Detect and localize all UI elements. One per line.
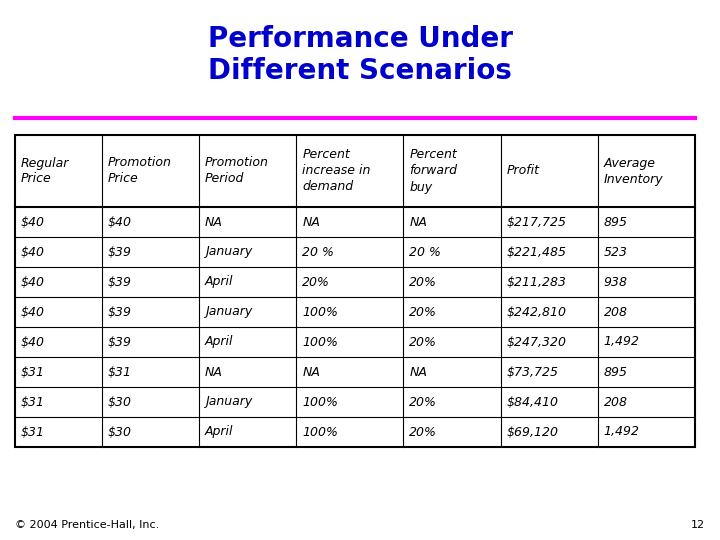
Text: 20 %: 20 % xyxy=(409,246,441,259)
Text: $247,320: $247,320 xyxy=(506,335,567,348)
Text: Performance Under
Different Scenarios: Performance Under Different Scenarios xyxy=(207,25,513,85)
Text: $39: $39 xyxy=(108,275,132,288)
Text: $40: $40 xyxy=(21,335,45,348)
Text: 20%: 20% xyxy=(409,426,437,438)
Text: NA: NA xyxy=(409,215,427,228)
Text: © 2004 Prentice-Hall, Inc.: © 2004 Prentice-Hall, Inc. xyxy=(15,520,159,530)
Text: 208: 208 xyxy=(604,306,628,319)
Text: 100%: 100% xyxy=(302,395,338,408)
Text: $31: $31 xyxy=(21,426,45,438)
Text: $39: $39 xyxy=(108,306,132,319)
Text: April: April xyxy=(205,275,233,288)
Text: 20%: 20% xyxy=(409,395,437,408)
Text: January: January xyxy=(205,306,252,319)
Text: $40: $40 xyxy=(21,215,45,228)
Text: Percent
forward
buy: Percent forward buy xyxy=(409,148,457,193)
Text: Percent
increase in
demand: Percent increase in demand xyxy=(302,148,371,193)
Text: Promotion
Price: Promotion Price xyxy=(108,157,171,186)
Text: Promotion
Period: Promotion Period xyxy=(205,157,269,186)
Text: NA: NA xyxy=(302,366,320,379)
Text: $40: $40 xyxy=(21,306,45,319)
Text: NA: NA xyxy=(205,366,222,379)
Text: 208: 208 xyxy=(604,395,628,408)
Text: $73,725: $73,725 xyxy=(506,366,559,379)
Text: 20%: 20% xyxy=(409,335,437,348)
Text: $40: $40 xyxy=(21,275,45,288)
Text: $211,283: $211,283 xyxy=(506,275,567,288)
Text: 1,492: 1,492 xyxy=(604,335,640,348)
Text: 1,492: 1,492 xyxy=(604,426,640,438)
Text: NA: NA xyxy=(205,215,222,228)
Text: 895: 895 xyxy=(604,215,628,228)
Text: 523: 523 xyxy=(604,246,628,259)
Text: 895: 895 xyxy=(604,366,628,379)
Text: $221,485: $221,485 xyxy=(506,246,567,259)
Text: January: January xyxy=(205,246,252,259)
Text: $39: $39 xyxy=(108,246,132,259)
Text: Regular
Price: Regular Price xyxy=(21,157,69,186)
Text: $40: $40 xyxy=(21,246,45,259)
Text: Profit: Profit xyxy=(506,165,539,178)
Text: $242,810: $242,810 xyxy=(506,306,567,319)
Text: 100%: 100% xyxy=(302,335,338,348)
Text: 20%: 20% xyxy=(409,275,437,288)
Text: $217,725: $217,725 xyxy=(506,215,567,228)
Text: 100%: 100% xyxy=(302,306,338,319)
Text: January: January xyxy=(205,395,252,408)
Text: $84,410: $84,410 xyxy=(506,395,559,408)
Text: April: April xyxy=(205,335,233,348)
Text: $30: $30 xyxy=(108,395,132,408)
Text: $39: $39 xyxy=(108,335,132,348)
Text: 20 %: 20 % xyxy=(302,246,334,259)
Text: 20%: 20% xyxy=(409,306,437,319)
Text: $31: $31 xyxy=(108,366,132,379)
Text: $31: $31 xyxy=(21,366,45,379)
Text: $40: $40 xyxy=(108,215,132,228)
Text: 100%: 100% xyxy=(302,426,338,438)
Text: $69,120: $69,120 xyxy=(506,426,559,438)
Text: $30: $30 xyxy=(108,426,132,438)
Text: NA: NA xyxy=(302,215,320,228)
Text: NA: NA xyxy=(409,366,427,379)
Text: 12: 12 xyxy=(691,520,705,530)
Text: 20%: 20% xyxy=(302,275,330,288)
Text: 938: 938 xyxy=(604,275,628,288)
Text: $31: $31 xyxy=(21,395,45,408)
Text: Average
Inventory: Average Inventory xyxy=(604,157,663,186)
Text: April: April xyxy=(205,426,233,438)
